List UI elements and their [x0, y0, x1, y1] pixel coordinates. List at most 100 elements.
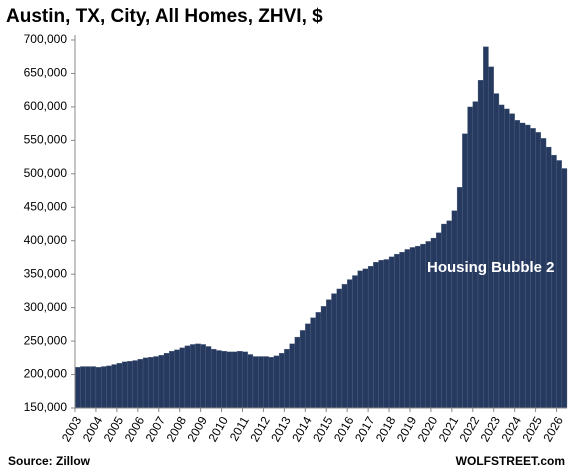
bar	[231, 351, 238, 409]
bar	[137, 359, 144, 409]
bar	[347, 279, 353, 409]
x-tick-label: 2012	[247, 414, 273, 444]
x-tick-label: 2023	[478, 414, 504, 444]
bar	[336, 288, 343, 409]
bar	[252, 356, 259, 409]
bar	[284, 348, 290, 409]
bar	[216, 350, 222, 409]
bar	[456, 187, 463, 409]
bar	[331, 293, 337, 409]
bar	[184, 345, 191, 409]
y-tick-label: 200,000	[24, 367, 68, 381]
bar	[498, 104, 505, 409]
bar	[409, 247, 416, 409]
bar	[210, 348, 217, 409]
chart-title: Austin, TX, City, All Homes, ZHVI, $	[6, 6, 323, 27]
bar	[467, 106, 473, 409]
bar	[399, 251, 405, 409]
x-tick-label: 2018	[373, 414, 399, 444]
bar	[472, 101, 479, 409]
bar	[258, 356, 264, 409]
bar	[85, 366, 91, 409]
bar	[268, 356, 275, 409]
bar	[247, 354, 254, 409]
bar	[153, 356, 159, 409]
bar	[237, 350, 243, 409]
bar	[221, 350, 227, 409]
bar	[294, 336, 301, 409]
annotation: Housing Bubble 2	[427, 259, 555, 276]
bar	[477, 79, 484, 409]
bar	[483, 46, 489, 409]
bar	[163, 352, 170, 409]
x-tick-label: 2007	[143, 414, 169, 444]
bar	[305, 323, 311, 409]
y-tick-label: 250,000	[24, 333, 68, 347]
x-tick-label: 2009	[184, 414, 210, 444]
bar	[273, 355, 280, 409]
bar	[226, 351, 233, 409]
bar	[195, 343, 201, 409]
y-tick-label: 350,000	[24, 266, 68, 280]
x-tick-label: 2015	[310, 414, 336, 444]
y-tick-label: 500,000	[24, 166, 68, 180]
bar	[545, 146, 552, 409]
y-tick-label: 600,000	[24, 99, 68, 113]
bar	[80, 366, 86, 409]
bar	[315, 312, 322, 409]
bar	[556, 160, 562, 409]
source: Source: Zillow	[8, 454, 91, 468]
bar	[169, 350, 175, 409]
y-tick-label: 400,000	[24, 233, 68, 247]
x-tick-label: 2013	[268, 414, 294, 444]
bar	[101, 366, 107, 409]
bar	[111, 364, 118, 409]
bar	[352, 275, 358, 409]
bar	[158, 354, 165, 409]
x-tick-label: 2016	[331, 414, 357, 444]
bar	[394, 253, 400, 409]
y-tick-label: 700,000	[24, 32, 68, 46]
bar	[388, 256, 395, 409]
bar	[378, 259, 384, 409]
bar	[278, 352, 285, 409]
x-tick-label: 2006	[122, 414, 148, 444]
bar	[132, 360, 138, 409]
x-tick-label: 2003	[59, 414, 85, 444]
credit: WOLFSTREET.com	[456, 454, 565, 468]
bar	[142, 357, 149, 409]
x-tick-label: 2019	[394, 414, 420, 444]
x-tick-label: 2017	[352, 414, 378, 444]
x-tick-label: 2004	[80, 414, 106, 444]
x-tick-label: 2010	[205, 414, 231, 444]
bar	[106, 365, 112, 409]
bar	[493, 93, 500, 409]
bar	[74, 367, 81, 409]
y-tick-label: 650,000	[24, 66, 68, 80]
x-tick-label: 2008	[164, 414, 190, 444]
bar	[242, 351, 248, 409]
x-tick-label: 2021	[436, 414, 462, 444]
bar	[200, 344, 207, 409]
bar	[179, 347, 186, 409]
x-tick-label: 2014	[289, 414, 315, 444]
x-tick-label: 2005	[101, 414, 127, 444]
bar	[121, 361, 128, 409]
bar	[148, 356, 154, 409]
bar	[127, 361, 133, 409]
y-tick-label: 300,000	[24, 300, 68, 314]
bar	[373, 261, 379, 409]
bar	[561, 168, 568, 409]
x-tick-label: 2020	[415, 414, 441, 444]
bar	[205, 346, 212, 409]
bar	[320, 306, 327, 409]
bar	[357, 270, 364, 409]
bar	[189, 344, 196, 409]
bar	[362, 268, 369, 409]
bar	[488, 66, 494, 409]
bar	[551, 154, 557, 409]
x-tick-label: 2011	[227, 414, 252, 444]
bar	[451, 210, 458, 409]
bar	[367, 266, 374, 409]
